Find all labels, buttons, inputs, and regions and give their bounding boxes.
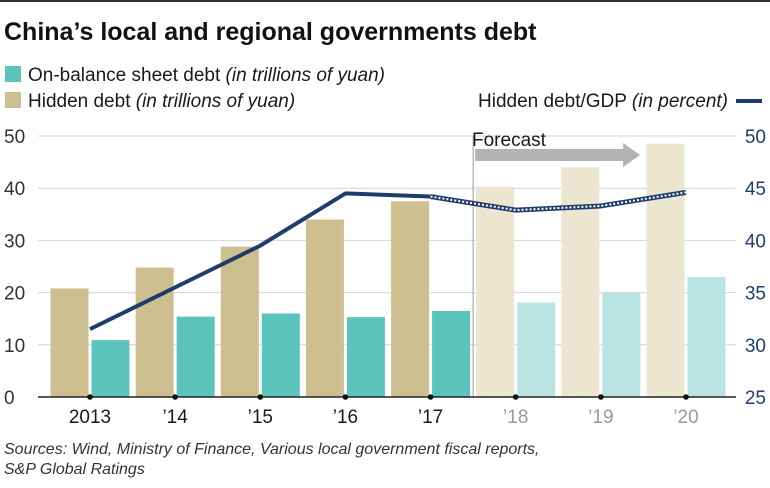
bar-on-balance-debt [346,317,385,397]
bar-hidden-debt [220,246,259,397]
x-tick-dot [257,394,264,400]
forecast-arrow-head [623,143,641,167]
bar-on-balance-debt [176,316,215,397]
forecast-marker: Forecast [472,130,641,397]
x-axis: 2013 ’14 ’15 ’16 ’17 ’18 ’19 ’20 [38,394,736,428]
right-tick-label: 45 [745,179,766,200]
x-tick-dot [87,394,93,400]
bar-on-balance-debt [517,302,556,397]
x-tick-dot [683,394,689,400]
x-tick-label: 2013 [69,407,111,428]
chart-title: China’s local and regional governments d… [4,18,537,46]
left-tick-label: 30 [4,231,25,252]
source-line-1: Sources: Wind, Ministry of Finance, Vari… [4,441,539,458]
bar-hidden-debt [391,201,430,397]
bar-on-balance-debt [602,292,641,397]
x-tick-label: ’14 [162,407,188,428]
bar-on-balance-debt [687,276,726,397]
left-tick-label: 50 [4,127,25,148]
x-tick-dot [427,394,434,400]
ratio-line-actual [89,191,431,331]
right-tick-label: 50 [745,127,766,148]
x-tick-dot [512,394,519,400]
x-tick-dot [172,394,178,400]
right-tick-label: 35 [745,284,766,305]
left-tick-label: 20 [4,284,25,305]
left-tick-label: 0 [4,388,15,409]
left-tick-label: 40 [4,179,25,200]
bar-on-balance-debt [432,310,471,397]
ratio-line-forecast-stripes [430,191,687,212]
x-tick-label: ’19 [588,407,613,428]
legend-label-hidden: Hidden debt (in trillions of yuan) [28,91,295,112]
right-axis: 25 30 35 40 45 50 [745,127,766,409]
x-tick-label: ’17 [418,407,443,428]
legend-label-ratio: Hidden debt/GDP (in percent) [478,91,728,112]
legend-swatch-on-balance [5,66,21,82]
right-tick-label: 25 [745,388,766,409]
ratio-line [89,189,687,331]
legend-swatch-hidden [5,92,21,108]
source-line-2: S&P Global Ratings [4,461,145,478]
x-tick-label: ’16 [333,407,358,428]
bar-hidden-debt [646,143,685,397]
bars [50,143,726,397]
x-tick-label: ’20 [673,407,698,428]
left-axis: 0 10 20 30 40 50 [4,127,25,409]
x-tick-label: ’15 [248,407,273,428]
forecast-arrow-shaft [475,149,626,161]
bar-hidden-debt [50,288,89,397]
bar-hidden-debt [476,186,515,397]
left-tick-label: 10 [4,336,25,357]
legend-label-on-balance: On-balance sheet debt (in trillions of y… [28,65,385,86]
bar-on-balance-debt [261,313,300,397]
x-tick-dot [342,394,349,400]
bar-hidden-debt [561,167,600,397]
bar-on-balance-debt [91,340,130,397]
bar-hidden-debt [135,267,174,397]
legend-line-ratio [736,99,762,103]
forecast-label: Forecast [472,130,547,151]
top-rule [0,0,770,2]
right-tick-label: 30 [745,336,766,357]
right-tick-label: 40 [745,231,766,252]
x-tick-label: ’18 [503,407,528,428]
bar-hidden-debt [305,219,344,397]
x-tick-dot [598,394,604,400]
